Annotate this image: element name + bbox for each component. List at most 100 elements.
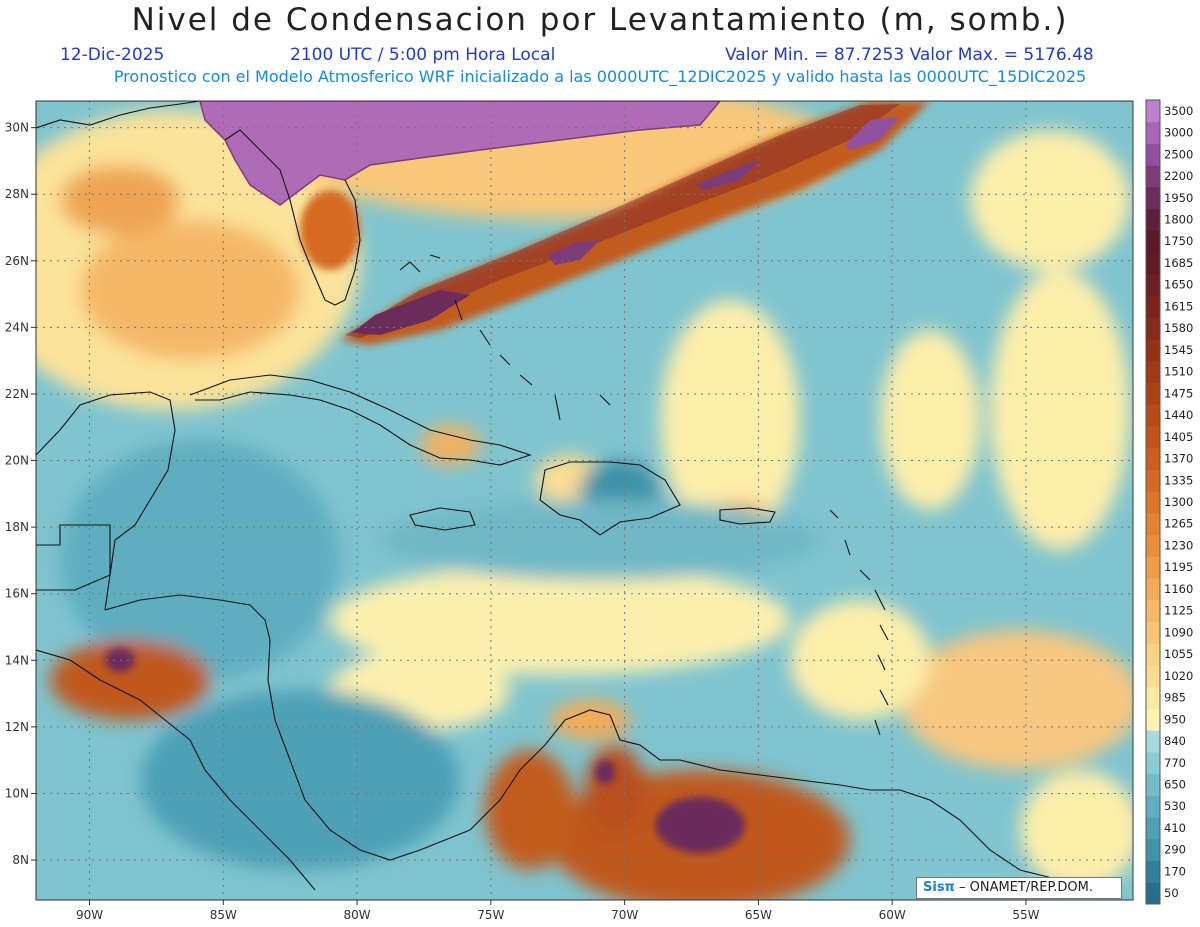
colorbar-swatch xyxy=(1146,230,1160,253)
lcl-field xyxy=(36,101,1133,900)
colorbar-label: 1370 xyxy=(1164,452,1193,466)
coast-centralam-pacific xyxy=(36,649,316,891)
colorbar-label: 1475 xyxy=(1164,386,1193,400)
field-cuba-warm xyxy=(420,425,480,465)
field-atlantic-dry-3 xyxy=(990,270,1130,550)
colorbar-label: 410 xyxy=(1164,821,1186,835)
field-gulf-warm-2 xyxy=(60,165,180,235)
y-tick-label: 20N xyxy=(5,454,29,468)
colorbar-label: 1510 xyxy=(1164,365,1193,379)
colorbar-label: 840 xyxy=(1164,734,1186,748)
field-yucatan-moist xyxy=(60,440,340,680)
colorbar-swatch xyxy=(1146,751,1160,775)
y-tick-label: 12N xyxy=(5,720,29,734)
time-label: 2100 UTC / 5:00 pm Hora Local xyxy=(290,45,556,65)
colorbar-label: 1300 xyxy=(1164,495,1193,509)
colorbar-swatch xyxy=(1146,882,1160,905)
colorbar-label: 1580 xyxy=(1164,321,1193,335)
field-east-warm xyxy=(900,630,1133,770)
coast-florida xyxy=(224,129,361,306)
colorbar-label: 1230 xyxy=(1164,538,1193,552)
colorbar-swatch xyxy=(1146,208,1160,231)
colorbar-label: 3500 xyxy=(1164,104,1193,118)
field-centralam-moist xyxy=(140,690,460,870)
field-venezuela-peak xyxy=(655,797,745,853)
colorbar-label: 1195 xyxy=(1164,560,1193,574)
colorbar-label: 2500 xyxy=(1164,147,1193,161)
sispi-logo: Sisπ xyxy=(923,880,955,895)
colorbar-swatch xyxy=(1146,447,1160,470)
colorbar-label: 985 xyxy=(1164,691,1186,705)
colorbar-label: 2200 xyxy=(1164,169,1193,183)
coast-lesser-antilles xyxy=(829,509,889,736)
colorbar-label: 1800 xyxy=(1164,213,1193,227)
lat-lon-grid xyxy=(36,101,1133,900)
colorbar-swatch xyxy=(1146,686,1160,709)
field-front-peak-3 xyxy=(695,160,760,190)
field-cold-front-core xyxy=(345,104,900,338)
coast-puerto-rico xyxy=(719,507,776,525)
coast-yucatan xyxy=(36,391,176,611)
coast-jamaica xyxy=(409,507,476,531)
colorbar-swatch xyxy=(1146,664,1160,688)
colorbar-label: 1750 xyxy=(1164,234,1193,248)
field-caribbean-dry xyxy=(330,565,790,675)
field-maracaibo-high xyxy=(585,745,645,835)
coast-hispaniola xyxy=(539,461,681,536)
footer-credit: Sisπ – ONAMET/REP.DOM. xyxy=(916,877,1122,899)
field-caribbean-moist xyxy=(380,500,820,580)
colorbar-swatch xyxy=(1146,186,1160,210)
colorbar-label: 1265 xyxy=(1164,517,1193,531)
colorbar-swatch xyxy=(1146,425,1160,449)
colorbar-label: 1090 xyxy=(1164,625,1193,639)
field-gulf-warm xyxy=(80,220,300,360)
colorbar-label: 3000 xyxy=(1164,126,1193,140)
colorbar-label: 950 xyxy=(1164,712,1186,726)
colorbar-swatch xyxy=(1146,838,1160,862)
field-front-peak-4 xyxy=(845,117,900,150)
field-maracaibo-peak xyxy=(595,760,615,784)
coast-venezuela-east xyxy=(899,789,1061,881)
x-tick-label: 80W xyxy=(344,908,371,922)
x-tick-label: 70W xyxy=(611,908,638,922)
x-tick-label: 75W xyxy=(477,908,504,922)
colorbar-swatch xyxy=(1146,730,1160,753)
colorbar-label: 170 xyxy=(1164,864,1186,878)
model-label: Pronostico con el Modelo Atmosferico WRF… xyxy=(113,67,1087,86)
colorbar-swatch xyxy=(1146,512,1160,536)
border-guatemala xyxy=(36,524,111,591)
y-axis-ticks: 8N 10N 12N 14N 16N 18N 20N 22N 24N 26N 28N 30N xyxy=(5,121,36,867)
colorbar-label: 1335 xyxy=(1164,473,1193,487)
colorbar-label: 1020 xyxy=(1164,669,1193,683)
coast-bahamas xyxy=(399,254,611,421)
coast-colombia xyxy=(469,709,900,831)
coast-cuba xyxy=(189,374,532,466)
y-tick-label: 26N xyxy=(5,254,29,268)
x-tick-label: 60W xyxy=(879,908,906,922)
colorbar-swatch xyxy=(1146,621,1160,644)
colorbar-swatch xyxy=(1146,578,1160,601)
minmax-label: Valor Min. = 87.7253 Valor Max. = 5176.4… xyxy=(725,45,1094,65)
field-colombia-high xyxy=(485,750,575,870)
colorbar-swatch xyxy=(1146,860,1160,883)
y-tick-label: 8N xyxy=(12,853,29,867)
x-axis-ticks: 90W 85W 80W 75W 70W 65W 60W 55W xyxy=(76,900,1040,922)
colorbar-swatch xyxy=(1146,643,1160,666)
field-front-peak-1 xyxy=(352,290,470,335)
field-front-peak-2 xyxy=(548,240,600,265)
y-tick-label: 30N xyxy=(5,121,29,135)
colorbar-swatch xyxy=(1146,708,1160,731)
footer-text: – ONAMET/REP.DOM. xyxy=(954,880,1093,895)
colorbar-swatch xyxy=(1146,599,1160,623)
colorbar-label: 290 xyxy=(1164,843,1186,857)
colorbar-swatch xyxy=(1146,534,1160,557)
field-guajira-warm xyxy=(550,700,630,740)
x-tick-label: 65W xyxy=(745,908,772,922)
colorbar-label: 1615 xyxy=(1164,299,1193,313)
y-tick-label: 18N xyxy=(5,520,29,534)
colorbar-swatch xyxy=(1146,360,1160,383)
colorbar-label: 1650 xyxy=(1164,278,1193,292)
field-se-dry xyxy=(1020,770,1133,890)
date-label: 12-Dic-2025 xyxy=(60,45,165,65)
colorbar-swatch xyxy=(1146,404,1160,427)
